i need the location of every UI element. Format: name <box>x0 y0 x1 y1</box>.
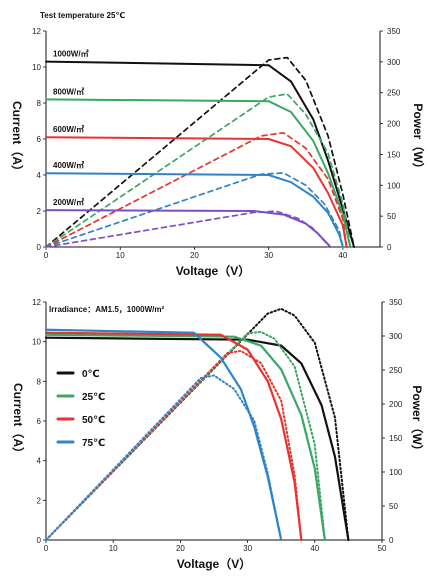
temperature-chart: 0 10 20 30 40 5002468101205010015020025030035… <box>11 298 425 571</box>
right-y-tick-label: 100 <box>389 468 403 477</box>
chart-title: Irradiance：AM1.5，1000W/m² <box>49 305 164 314</box>
right-y-tick-label: 350 <box>389 298 403 307</box>
series-4-power-line <box>45 210 332 248</box>
series-1-power-line <box>45 93 352 248</box>
legend-2-label: 50℃ <box>82 415 105 426</box>
series-0-power-line <box>45 56 355 248</box>
right-y-tick-label: 200 <box>387 120 401 129</box>
series-0-power-line <box>45 307 350 541</box>
left-y-tick-label: 6 <box>37 417 42 426</box>
left-y-tick-label: 12 <box>32 27 41 36</box>
right-y-axis-title: Power（W） <box>410 385 425 456</box>
right-y-tick-label: 200 <box>389 400 403 409</box>
left-y-axis-title: Current（A） <box>11 383 26 459</box>
right-y-tick-label: 0 <box>387 243 392 252</box>
x-tick-label: 0 <box>44 544 49 553</box>
series-1-power-line <box>45 330 326 541</box>
series-3-power-line <box>45 172 344 248</box>
x-tick-label: 30 <box>264 251 273 260</box>
left-y-tick-label: 2 <box>37 207 42 216</box>
right-y-tick-label: 0 <box>389 536 394 545</box>
left-y-axis-title: Current（A） <box>10 101 25 177</box>
left-y-tick-label: 10 <box>32 338 41 347</box>
x-tick-label: 50 <box>378 544 387 553</box>
left-y-tick-label: 4 <box>37 457 42 466</box>
left-y-tick-label: 2 <box>37 496 42 505</box>
legend-0-label: 0℃ <box>82 369 100 380</box>
irradiance-chart: 0 10 20 30 40 0 2 4 6 8 10 12 0 50 100 150 200 250 300 350 V… <box>10 11 426 278</box>
series-0-label: 1000W/㎡ <box>53 49 89 59</box>
left-y-tick-label: 8 <box>37 99 42 108</box>
x-tick-label: 10 <box>109 544 118 553</box>
right-y-tick-label: 150 <box>387 150 401 159</box>
x-tick-label: 0 <box>44 251 49 260</box>
right-y-tick-label: 150 <box>389 434 403 443</box>
series-1-current-line <box>45 98 352 248</box>
chart-title: Test temperature 25℃ <box>40 11 125 20</box>
series-3-label: 400W/㎡ <box>53 160 84 170</box>
series-3-current-line <box>44 328 283 542</box>
series-1-label: 800W/㎡ <box>53 86 84 96</box>
series-1-current-line <box>44 333 326 542</box>
x-tick-label: 10 <box>116 251 125 260</box>
right-y-tick-label: 350 <box>387 27 401 36</box>
series-2-current-line <box>44 331 303 542</box>
right-y-tick-label: 250 <box>387 89 401 98</box>
left-y-tick-label: 4 <box>37 171 42 180</box>
left-y-tick-label: 6 <box>37 135 42 144</box>
right-y-tick-label: 300 <box>387 58 401 67</box>
x-axis-title: Voltage（V） <box>177 556 251 571</box>
left-y-tick-label: 0 <box>37 243 42 252</box>
left-y-tick-label: 0 <box>37 536 42 545</box>
series-0-current-line <box>44 336 350 542</box>
right-y-tick-label: 300 <box>389 332 403 341</box>
x-tick-label: 20 <box>190 251 199 260</box>
x-tick-label: 20 <box>176 544 185 553</box>
x-tick-label: 30 <box>243 544 252 553</box>
right-y-axis-title: Power（W） <box>411 103 426 174</box>
left-y-tick-label: 10 <box>32 63 41 72</box>
x-tick-label: 40 <box>338 251 347 260</box>
left-y-tick-label: 8 <box>37 377 42 386</box>
series-3-current-line <box>45 172 344 248</box>
left-y-tick-label: 12 <box>32 298 41 307</box>
legend-3-label: 75℃ <box>82 438 105 449</box>
legend-1-label: 25℃ <box>82 392 105 403</box>
series-2-power-line <box>45 131 348 248</box>
x-axis-title: Voltage（V） <box>176 263 250 278</box>
right-y-tick-label: 50 <box>387 212 396 221</box>
x-tick-label: 40 <box>310 544 319 553</box>
series-4-label: 200W/㎡ <box>53 197 84 207</box>
series-2-power-line <box>45 349 303 541</box>
series-0-current-line <box>45 60 356 248</box>
right-y-tick-label: 100 <box>387 181 401 190</box>
right-y-tick-label: 250 <box>389 366 403 375</box>
series-2-current-line <box>45 136 348 248</box>
series-3-power-line <box>45 374 283 541</box>
right-y-tick-label: 50 <box>389 502 398 511</box>
series-2-label: 600W/㎡ <box>53 124 84 134</box>
